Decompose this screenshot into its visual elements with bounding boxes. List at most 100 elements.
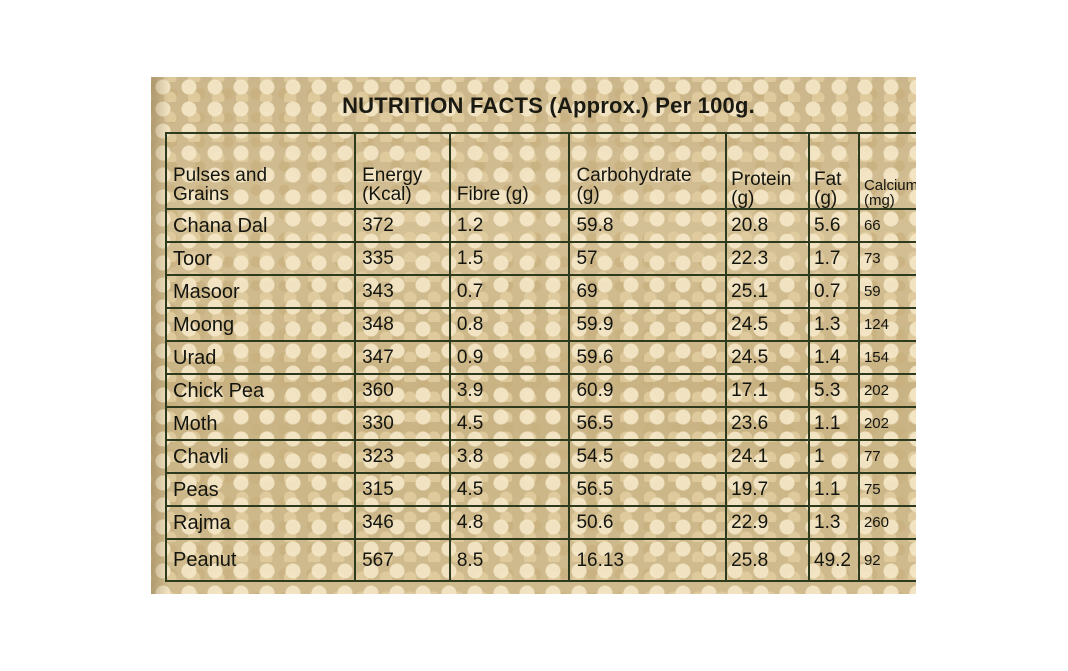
- cell-protein: 17.1: [725, 373, 810, 408]
- cell-name: Masoor: [164, 274, 357, 309]
- cell-name: Chana Dal: [164, 208, 357, 243]
- cell-fat: 5.3: [808, 373, 860, 408]
- cell-energy: 323: [354, 439, 451, 474]
- cell-energy: 347: [354, 340, 451, 375]
- cell-calcium: 202: [857, 406, 916, 441]
- cell-carbohydrate: 59.6: [568, 340, 728, 375]
- cell-fibre: 0.8: [448, 307, 571, 342]
- cell-protein: 20.8: [725, 208, 810, 243]
- cell-fibre: 0.7: [448, 274, 571, 309]
- cell-calcium: 202: [857, 373, 916, 408]
- cell-energy: 315: [354, 472, 451, 507]
- nutrition-label: NUTRITION FACTS (Approx.) Per 100g. Puls…: [151, 77, 916, 594]
- table-row: Rajma 346 4.8 50.6 22.9 1.3 260: [164, 505, 916, 540]
- cell-fat: 49.2: [808, 538, 860, 582]
- cell-fibre: 4.5: [448, 406, 571, 441]
- table-header-row: Pulses and Grains Energy (Kcal) Fibre (g…: [164, 132, 916, 210]
- cell-energy: 335: [354, 241, 451, 276]
- cell-fat: 1.1: [808, 406, 860, 441]
- table-row: Masoor 343 0.7 69 25.1 0.7 59: [164, 274, 916, 309]
- cell-fibre: 1.5: [448, 241, 571, 276]
- cell-carbohydrate: 16.13: [568, 538, 728, 582]
- cell-fibre: 4.8: [448, 505, 571, 540]
- cell-fibre: 0.9: [448, 340, 571, 375]
- header-pulses-grains: Pulses and Grains: [164, 132, 357, 210]
- table-row: Peanut 567 8.5 16.13 25.8 49.2 92: [164, 538, 916, 582]
- table-row: Peas 315 4.5 56.5 19.7 1.1 75: [164, 472, 916, 507]
- cell-fat: 1: [808, 439, 860, 474]
- header-energy: Energy (Kcal): [354, 132, 451, 210]
- cell-protein: 25.1: [725, 274, 810, 309]
- table-row: Chavli 323 3.8 54.5 24.1 1 77: [164, 439, 916, 474]
- cell-carbohydrate: 59.8: [568, 208, 728, 243]
- cell-name: Moth: [164, 406, 357, 441]
- cell-fat: 1.1: [808, 472, 860, 507]
- cell-calcium: 92: [857, 538, 916, 582]
- cell-name: Moong: [164, 307, 357, 342]
- table-row: Moth 330 4.5 56.5 23.6 1.1 202: [164, 406, 916, 441]
- cell-protein: 23.6: [725, 406, 810, 441]
- cell-energy: 330: [354, 406, 451, 441]
- nutrition-table: Pulses and Grains Energy (Kcal) Fibre (g…: [164, 132, 916, 582]
- header-protein: Protein (g): [725, 132, 810, 210]
- cell-energy: 567: [354, 538, 451, 582]
- cell-name: Chavli: [164, 439, 357, 474]
- cell-calcium: 75: [857, 472, 916, 507]
- cell-calcium: 260: [857, 505, 916, 540]
- cell-name: Urad: [164, 340, 357, 375]
- cell-name: Peas: [164, 472, 357, 507]
- cell-fibre: 3.9: [448, 373, 571, 408]
- cell-carbohydrate: 69: [568, 274, 728, 309]
- cell-calcium: 59: [857, 274, 916, 309]
- cell-fibre: 4.5: [448, 472, 571, 507]
- cell-carbohydrate: 59.9: [568, 307, 728, 342]
- cell-carbohydrate: 57: [568, 241, 728, 276]
- cell-carbohydrate: 54.5: [568, 439, 728, 474]
- cell-calcium: 154: [857, 340, 916, 375]
- cell-protein: 24.1: [725, 439, 810, 474]
- cell-protein: 25.8: [725, 538, 810, 582]
- cell-name: Peanut: [164, 538, 357, 582]
- header-fibre: Fibre (g): [448, 132, 571, 210]
- cell-energy: 348: [354, 307, 451, 342]
- cell-fibre: 1.2: [448, 208, 571, 243]
- cell-fat: 1.4: [808, 340, 860, 375]
- cell-fat: 1.7: [808, 241, 860, 276]
- cell-carbohydrate: 50.6: [568, 505, 728, 540]
- cell-energy: 360: [354, 373, 451, 408]
- header-calcium: Calcium (mg): [857, 132, 916, 210]
- cell-calcium: 124: [857, 307, 916, 342]
- cell-fat: 1.3: [808, 307, 860, 342]
- cell-carbohydrate: 56.5: [568, 472, 728, 507]
- cell-fat: 0.7: [808, 274, 860, 309]
- cell-fat: 1.3: [808, 505, 860, 540]
- cell-energy: 343: [354, 274, 451, 309]
- cell-protein: 22.3: [725, 241, 810, 276]
- cell-fat: 5.6: [808, 208, 860, 243]
- table-row: Urad 347 0.9 59.6 24.5 1.4 154: [164, 340, 916, 375]
- cell-protein: 22.9: [725, 505, 810, 540]
- table-row: Toor 335 1.5 57 22.3 1.7 73: [164, 241, 916, 276]
- cell-name: Toor: [164, 241, 357, 276]
- cell-fibre: 3.8: [448, 439, 571, 474]
- table-row: Chick Pea 360 3.9 60.9 17.1 5.3 202: [164, 373, 916, 408]
- cell-protein: 24.5: [725, 340, 810, 375]
- cell-fibre: 8.5: [448, 538, 571, 582]
- table-body: Chana Dal 372 1.2 59.8 20.8 5.6 66 Toor 335 1.5 57…: [164, 208, 916, 582]
- cell-name: Rajma: [164, 505, 357, 540]
- label-title: NUTRITION FACTS (Approx.) Per 100g.: [342, 93, 755, 118]
- cell-calcium: 73: [857, 241, 916, 276]
- table-row: Chana Dal 372 1.2 59.8 20.8 5.6 66: [164, 208, 916, 243]
- cell-energy: 346: [354, 505, 451, 540]
- cell-name: Chick Pea: [164, 373, 357, 408]
- table-row: Moong 348 0.8 59.9 24.5 1.3 124: [164, 307, 916, 342]
- cell-protein: 24.5: [725, 307, 810, 342]
- header-fat: Fat (g): [808, 132, 860, 210]
- cell-calcium: 66: [857, 208, 916, 243]
- cell-energy: 372: [354, 208, 451, 243]
- cell-carbohydrate: 56.5: [568, 406, 728, 441]
- cell-protein: 19.7: [725, 472, 810, 507]
- cell-carbohydrate: 60.9: [568, 373, 728, 408]
- header-carbohydrate: Carbohydrate (g): [568, 132, 728, 210]
- cell-calcium: 77: [857, 439, 916, 474]
